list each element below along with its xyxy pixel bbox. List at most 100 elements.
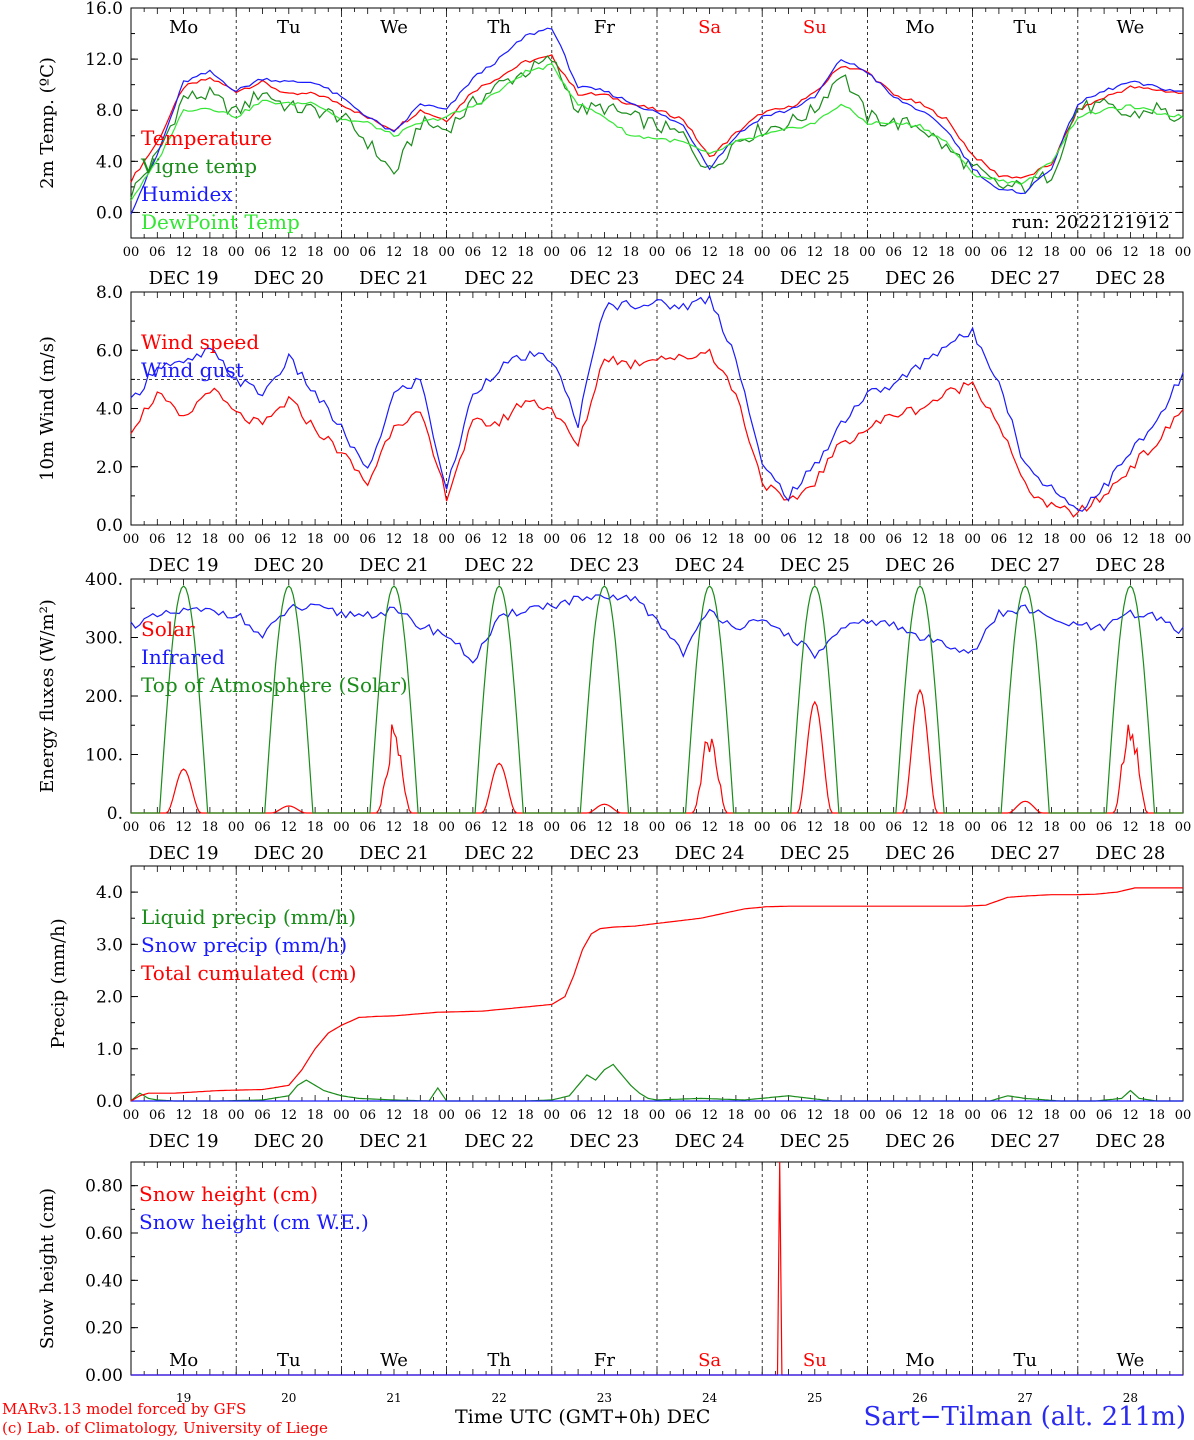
hour-tick-label: 06 [149, 820, 166, 835]
weekday-label: Mo [905, 1350, 934, 1371]
hour-tick-label: 00 [228, 245, 245, 260]
hour-tick-label: 06 [780, 820, 797, 835]
weekday-label: Fr [594, 1350, 615, 1371]
hour-tick-label: 00 [1070, 820, 1087, 835]
y-axis-label: 2m Temp. (ºC) [37, 57, 58, 189]
hour-tick-label: 06 [254, 1108, 271, 1123]
hour-tick-label: 00 [964, 532, 981, 547]
hour-tick-label: 12 [1122, 820, 1139, 835]
y-tick-label: 16.0 [85, 0, 123, 19]
weekday-label: Mo [169, 1350, 198, 1371]
weekday-label: Th [487, 17, 511, 38]
hour-tick-label: 18 [517, 1108, 534, 1123]
hour-tick-label: 06 [1096, 532, 1113, 547]
hour-tick-label: 06 [991, 245, 1008, 260]
y-tick-label: 4.0 [96, 400, 123, 420]
hour-tick-label: 12 [175, 245, 192, 260]
hour-tick-label: 12 [807, 532, 824, 547]
hour-tick-label: 00 [649, 820, 666, 835]
series-liquid-precip-mm-h [130, 1063, 1183, 1102]
hour-tick-label: 00 [544, 245, 561, 260]
x-axis-title-text: Time UTC (GMT+0h) [455, 1406, 661, 1428]
hour-tick-label: 18 [412, 820, 429, 835]
hour-tick-label: 00 [333, 245, 350, 260]
hour-tick-label: 00 [754, 532, 771, 547]
date-label: DEC 23 [569, 1131, 639, 1152]
series-solar [131, 688, 1183, 814]
weekday-label: Sa [698, 17, 721, 38]
y-tick-label: 0.40 [85, 1271, 123, 1291]
weekday-label: Mo [169, 17, 198, 38]
date-label: DEC 24 [675, 555, 745, 576]
hour-tick-label: 00 [1175, 820, 1192, 835]
hour-tick-label: 12 [596, 532, 613, 547]
y-tick-label: 1.0 [96, 1040, 123, 1060]
hour-tick-label: 00 [228, 1108, 245, 1123]
hour-tick-label: 06 [465, 820, 482, 835]
hour-tick-label: 00 [544, 820, 561, 835]
chart-panel-4: 0.0 1.0 2.0 3.0 4.0 Precip (mm/h) 00 06 12 18 00 06… [48, 865, 1192, 1152]
y-tick-label: 0.0 [96, 203, 123, 223]
legend-entry: Snow height (cm) [139, 1182, 318, 1206]
date-label: DEC 26 [885, 268, 955, 289]
weekday-label: Su [803, 17, 827, 38]
y-tick-label: 0.60 [85, 1224, 123, 1244]
weekday-label: Fr [594, 17, 615, 38]
hour-tick-label: 12 [175, 820, 192, 835]
y-tick-label: 100. [85, 746, 123, 766]
date-label: DEC 25 [780, 268, 850, 289]
hour-tick-label: 00 [123, 532, 140, 547]
hour-tick-label: 18 [1043, 245, 1060, 260]
hour-tick-label: 18 [307, 820, 324, 835]
hour-tick-label: 06 [570, 1108, 587, 1123]
series-humidex [130, 27, 1184, 215]
hour-tick-label: 06 [885, 1108, 902, 1123]
model-credit-line: MARv3.13 model forced by GFS [2, 1400, 247, 1418]
hour-tick-label: 18 [202, 820, 219, 835]
y-tick-label: 12.0 [85, 50, 123, 70]
hour-tick-label: 06 [991, 1108, 1008, 1123]
hour-tick-label: 06 [675, 1108, 692, 1123]
hour-tick-label: 06 [885, 532, 902, 547]
y-tick-label: 0.80 [85, 1177, 123, 1197]
hour-tick-label: 12 [1017, 532, 1034, 547]
legend-entry: Liquid precip (mm/h) [141, 905, 356, 929]
hour-tick-label: 06 [465, 1108, 482, 1123]
hour-tick-label: 18 [622, 1108, 639, 1123]
weekday-label: Su [803, 1350, 827, 1371]
legend-entry: Top of Atmosphere (Solar) [141, 673, 408, 697]
hour-tick-label: 00 [438, 1108, 455, 1123]
date-label: DEC 25 [780, 843, 850, 864]
hour-tick-label: 06 [780, 532, 797, 547]
y-axis-label: Precip (mm/h) [48, 918, 69, 1048]
hour-tick-label: 18 [412, 532, 429, 547]
y-tick-label: 2.0 [96, 458, 123, 478]
hour-tick-label: 12 [701, 532, 718, 547]
weekday-label: We [380, 1350, 408, 1371]
hour-tick-label: 06 [465, 532, 482, 547]
hour-tick-label: 00 [1175, 1108, 1192, 1123]
y-tick-label: 200. [85, 687, 123, 707]
y-tick-label: 0. [107, 804, 123, 824]
date-label: DEC 28 [1095, 843, 1165, 864]
hour-tick-label: 06 [359, 1108, 376, 1123]
hour-tick-label: 18 [307, 1108, 324, 1123]
hour-tick-label: 12 [175, 1108, 192, 1123]
hour-tick-label: 18 [833, 1108, 850, 1123]
y-tick-label: 2.0 [96, 988, 123, 1008]
day-number-label: 20 [281, 1391, 296, 1405]
hour-tick-label: 06 [780, 1108, 797, 1123]
hour-tick-label: 00 [123, 1108, 140, 1123]
y-axis-label: Snow height (cm) [37, 1188, 58, 1349]
legend-entry: Wind speed [141, 330, 259, 354]
hour-tick-label: 00 [754, 245, 771, 260]
series-vigne-temp [130, 55, 1184, 199]
hour-tick-label: 12 [491, 1108, 508, 1123]
day-number-label: 19 [176, 1391, 191, 1405]
date-label: DEC 19 [149, 268, 219, 289]
hour-tick-label: 00 [859, 532, 876, 547]
hour-tick-label: 12 [281, 1108, 298, 1123]
date-label: DEC 20 [254, 1131, 324, 1152]
hour-tick-label: 00 [754, 820, 771, 835]
hour-tick-label: 12 [912, 1108, 929, 1123]
